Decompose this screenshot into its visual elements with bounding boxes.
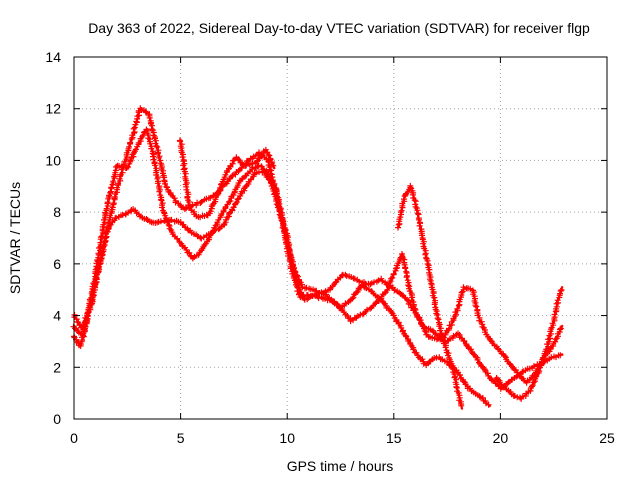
y-tick-label: 6 [53, 256, 61, 272]
series-trace-4 [395, 182, 465, 410]
y-tick-label: 0 [53, 411, 61, 427]
x-tick-label: 0 [70, 430, 78, 446]
x-tick-label: 15 [386, 430, 402, 446]
data-layer [70, 105, 565, 410]
x-tick-label: 25 [599, 430, 615, 446]
plot-frame [73, 56, 608, 420]
y-tick-label: 10 [45, 152, 61, 168]
series-trace-2 [70, 168, 564, 392]
grid-layer [74, 57, 607, 419]
y-tick-label: 2 [53, 359, 61, 375]
y-tick-label: 12 [45, 101, 61, 117]
y-tick-label: 4 [53, 308, 61, 324]
series-trace-6 [493, 286, 565, 402]
y-axis-label: SDTVAR / TECUs [7, 182, 23, 294]
series-trace-3 [71, 105, 564, 386]
x-axis-label: GPS time / hours [287, 458, 394, 474]
plus-markers [493, 286, 565, 402]
series-trace-5 [176, 137, 277, 221]
axis-layer: 0 5 10 15 20 25 0 2 4 6 8 10 12 14 [45, 49, 615, 446]
plus-markers [395, 182, 465, 409]
plus-markers [176, 137, 277, 221]
plus-markers [71, 105, 564, 386]
x-tick-label: 5 [177, 430, 185, 446]
y-tick-label: 8 [53, 204, 61, 220]
x-tick-label: 20 [493, 430, 509, 446]
x-tick-label: 10 [279, 430, 295, 446]
plus-markers [70, 168, 564, 392]
series-line [72, 169, 564, 390]
y-tick-label: 14 [45, 49, 61, 65]
chart-title: Day 363 of 2022, Sidereal Day-to-day VTE… [88, 20, 590, 36]
